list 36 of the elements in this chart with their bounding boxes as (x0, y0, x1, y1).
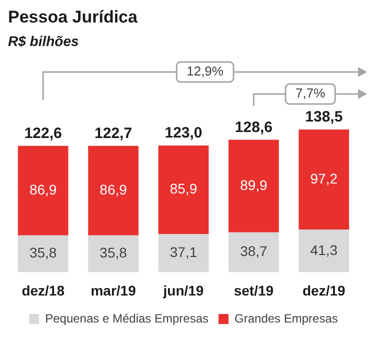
data-label: 97,2 (310, 170, 338, 186)
text: 7,7% (296, 86, 326, 101)
data-label: 41,3 (310, 242, 338, 258)
x-tick-label: mar/19 (90, 282, 136, 298)
chart-title: Pessoa Jurídica (8, 8, 138, 27)
x-tick-label: set/19 (234, 282, 274, 298)
chart-subtitle: R$ bilhões (8, 32, 80, 49)
total-label: 138,5 (305, 108, 343, 126)
bar (158, 146, 209, 234)
bar (88, 146, 138, 236)
bar (298, 130, 350, 230)
bar (228, 232, 279, 272)
data-label: 35,8 (29, 244, 57, 261)
bar (298, 230, 350, 272)
data-label: 86,9 (29, 181, 57, 198)
data-label: 38,7 (240, 243, 268, 260)
x-tick-label: dez/19 (302, 282, 346, 298)
x-tick-label: jun/19 (162, 282, 204, 298)
total-label: 123,0 (164, 124, 202, 142)
legend-label: Grandes Empresas (234, 311, 338, 326)
total-label: 128,6 (234, 118, 272, 136)
bar (18, 146, 68, 236)
bar (158, 234, 209, 272)
data-label: 35,8 (100, 244, 128, 261)
data-label: 86,9 (100, 181, 128, 198)
text: 12,9% (186, 64, 224, 79)
bar (18, 235, 68, 272)
total-label: 122,6 (24, 124, 62, 142)
bar (88, 235, 138, 272)
data-label: 37,1 (170, 244, 198, 260)
data-label: 89,9 (240, 176, 268, 193)
bar (228, 140, 279, 232)
legend-label: Pequenas e Médias Empresas (45, 311, 209, 326)
x-tick-label: dez/18 (22, 282, 65, 298)
total-label: 122,7 (94, 124, 132, 142)
data-label: 85,9 (170, 180, 198, 197)
